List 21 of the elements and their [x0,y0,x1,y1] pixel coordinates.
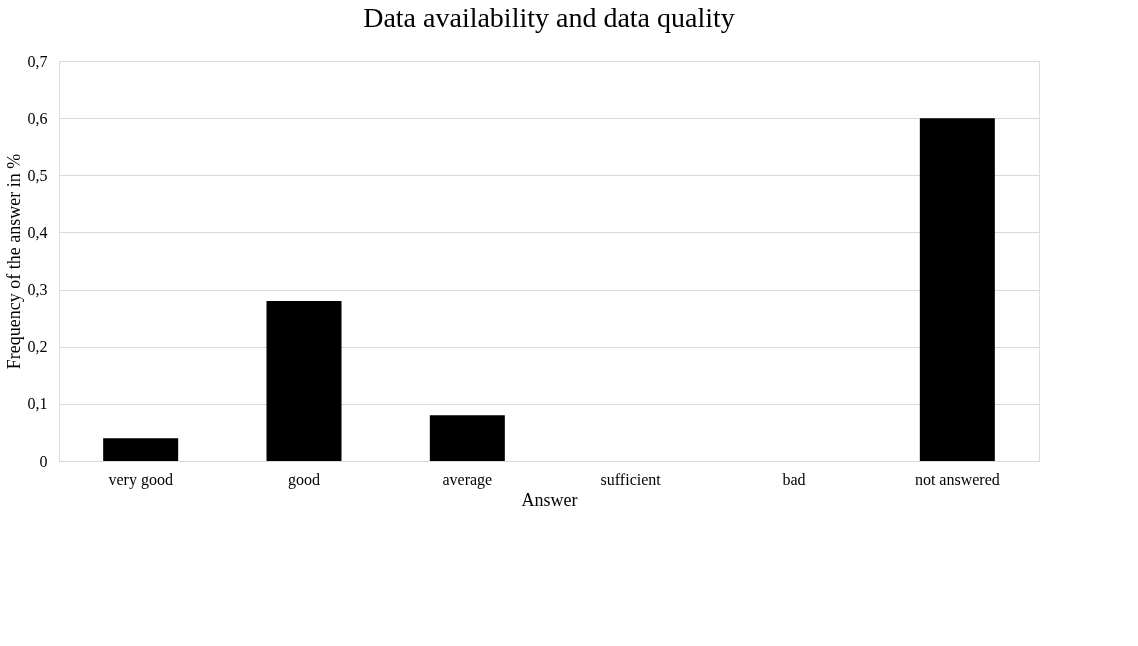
x-tick-label: very good [108,470,173,489]
y-tick-label: 0,6 [27,109,48,127]
y-tick-label: 0 [39,452,48,470]
x-axis-title: Answer [521,489,578,510]
x-tick-label: bad [782,470,806,488]
y-tick-label: 0,3 [27,281,48,299]
x-tick-label: average [442,470,493,489]
bar [266,301,342,461]
y-tick-label: 0,2 [27,338,48,356]
bar [919,118,995,461]
y-tick-label: 0,7 [27,52,48,70]
chart-title: Data availability and data quality [363,2,735,33]
y-tick-label: 0,1 [27,395,48,413]
y-axis-title: Frequency of the answer in % [3,153,24,370]
bar [429,415,505,461]
bar [103,438,179,461]
x-tick-label: sufficient [600,470,662,488]
x-tick-label: good [288,470,320,489]
y-tick-label: 0,5 [27,166,48,184]
x-tick-label: not answered [914,470,1000,488]
y-tick-label: 0,4 [27,223,48,241]
